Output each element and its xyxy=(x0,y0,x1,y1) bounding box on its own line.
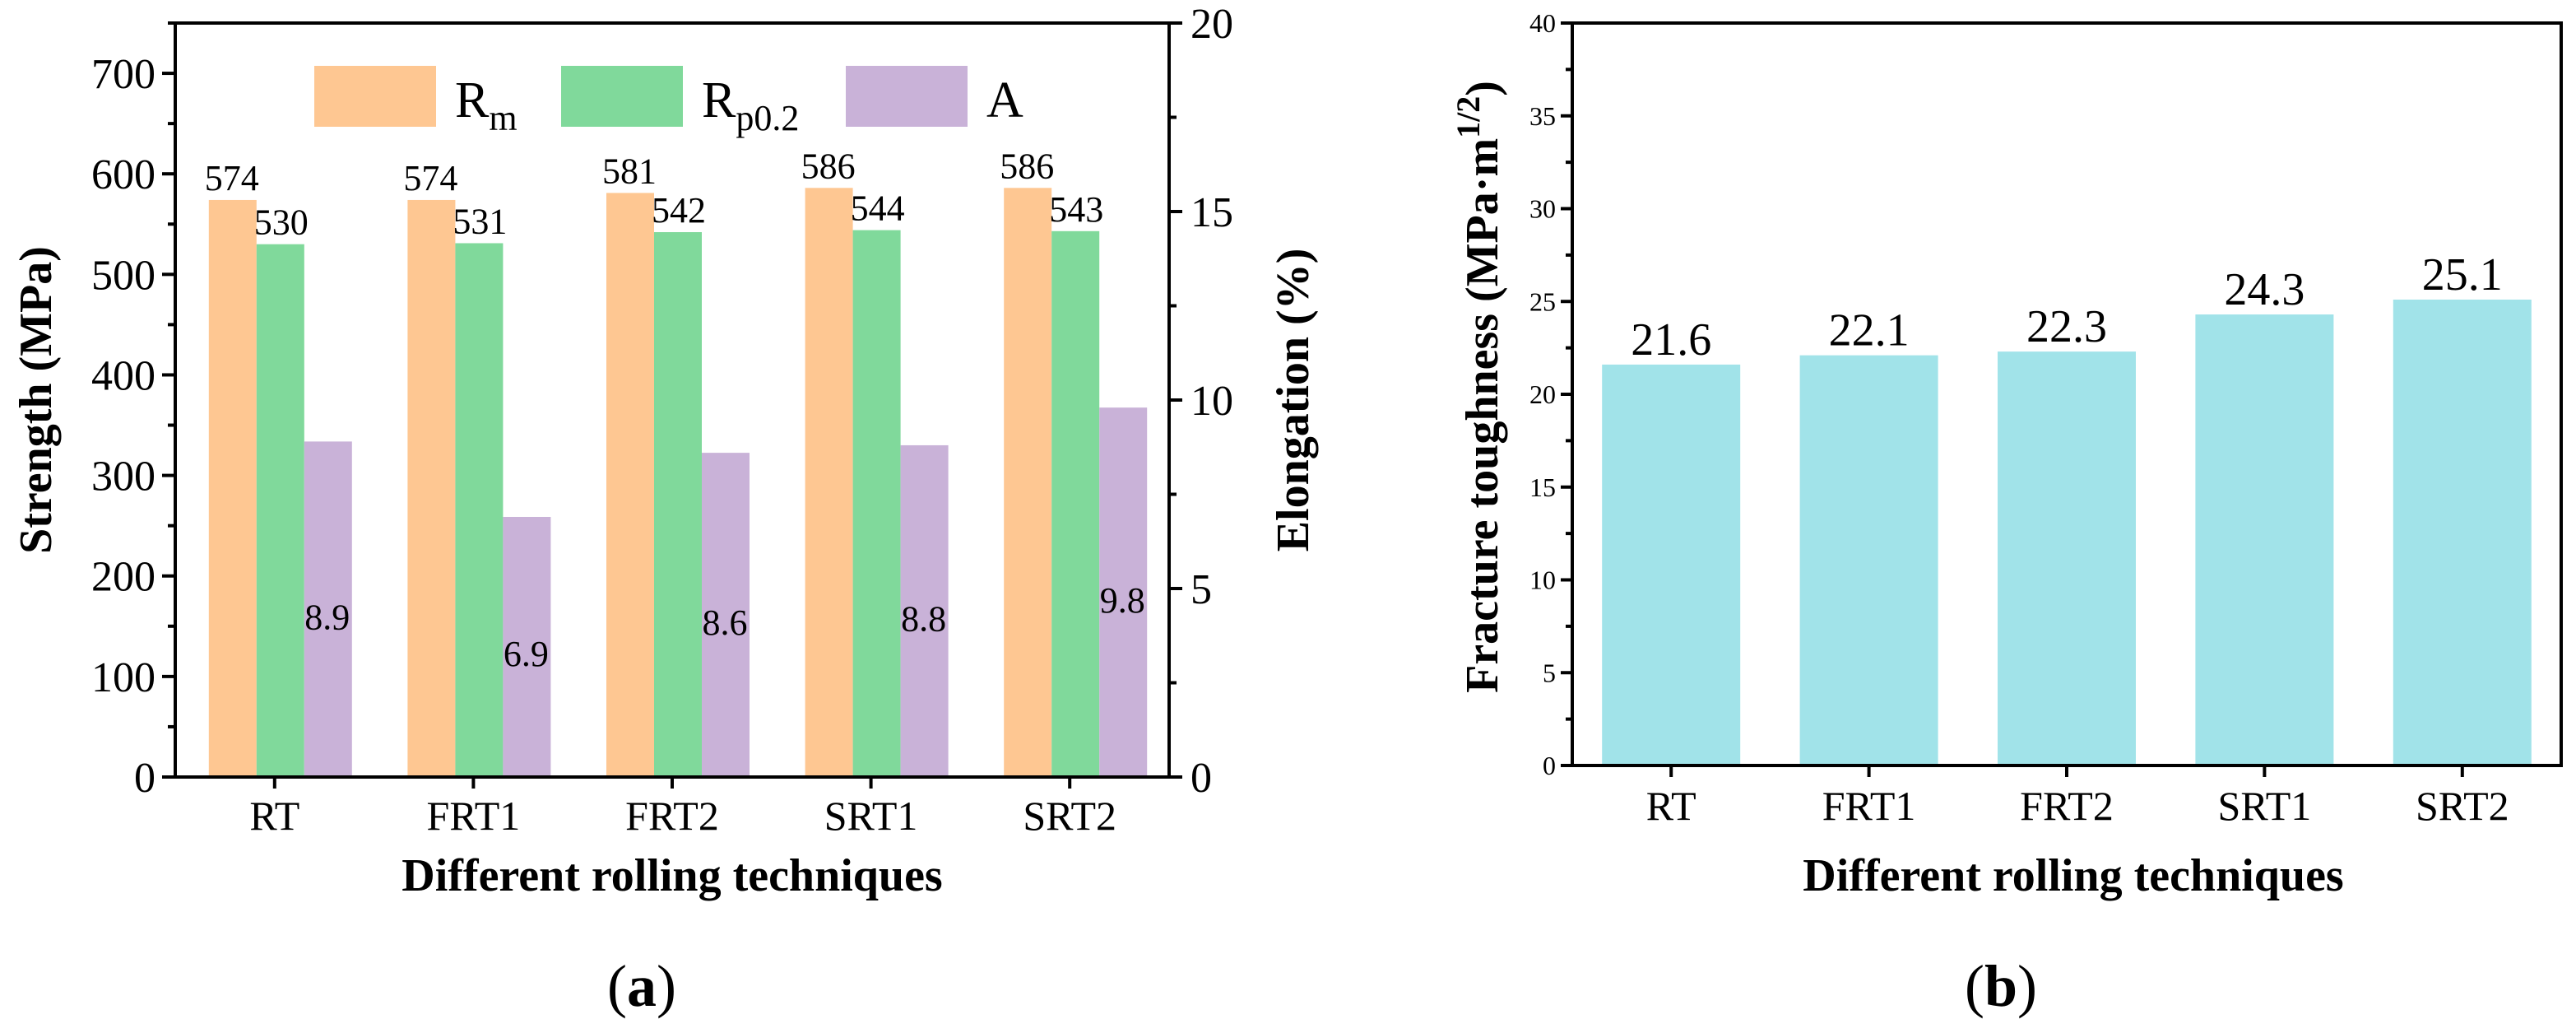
y-tick-label: 400 xyxy=(91,352,155,399)
data-label-a-srt1: 8.8 xyxy=(901,599,946,640)
panel-b-bars xyxy=(1602,299,2532,765)
panel-a-bars xyxy=(208,188,1148,778)
data-label-a-frt2: 8.6 xyxy=(703,603,748,643)
legend-label-rm: Rm xyxy=(455,72,518,138)
x-tick-label-srt2: SRT2 xyxy=(1023,793,1116,839)
y-tick-label: 100 xyxy=(91,654,155,701)
bar-rp0-2-srt2 xyxy=(1051,230,1100,777)
legend-swatch-rm xyxy=(314,66,436,127)
bar-a-srt1 xyxy=(900,444,949,777)
panel-b-bar-labels: 21.6 22.1 22.3 24.3 25.1 xyxy=(1631,249,2503,365)
y-tick-label: 600 xyxy=(91,151,155,198)
y-tick-label: 0 xyxy=(1543,751,1556,780)
data-label-rm-srt1: 586 xyxy=(801,146,856,186)
data-label-rp0-2-srt2: 543 xyxy=(1049,189,1103,230)
panel-b-x-axis-title: Different rolling techniques xyxy=(1803,850,2343,901)
bar-rp0-2-frt2 xyxy=(654,232,702,777)
panel-a-x-axis: RT FRT1 FRT2 SRT1 SRT2 xyxy=(249,777,1116,839)
bar-toughness-rt xyxy=(1602,364,1741,765)
y2-tick-label: 5 xyxy=(1191,566,1212,613)
data-label-rp0-2-frt2: 542 xyxy=(652,190,706,230)
legend-label-a: A xyxy=(986,72,1023,128)
data-label-a-rt: 8.9 xyxy=(304,597,350,637)
y-tick-label: 35 xyxy=(1529,101,1556,131)
data-label-rm-rt: 574 xyxy=(205,158,259,198)
data-label-a-srt2: 9.8 xyxy=(1100,580,1145,621)
panel-a-legend: Rm Rp0.2 A xyxy=(314,66,1023,138)
x-tick-label-rt: RT xyxy=(1646,783,1696,829)
bar-a-srt2 xyxy=(1099,407,1148,777)
bar-toughness-frt1 xyxy=(1799,355,1938,765)
panel-a-y2-axis-title: Elongation (%) xyxy=(1268,249,1319,552)
panel-b-y-axis: 0 5 10 15 20 25 30 35 40 xyxy=(1529,8,1572,780)
bar-a-frt2 xyxy=(702,453,750,777)
panel-a-y-axis-title: Strength (MPa) xyxy=(11,246,62,554)
panel-b-label: (b) xyxy=(1965,953,2037,1019)
bar-toughness-frt2 xyxy=(1998,351,2136,765)
bar-a-frt1 xyxy=(503,516,551,777)
bar-rp0-2-srt1 xyxy=(852,230,901,777)
x-tick-label-frt2: FRT2 xyxy=(625,793,719,839)
y-tick-label: 5 xyxy=(1543,658,1556,687)
y2-tick-label: 15 xyxy=(1191,189,1233,236)
y-tick-label: 700 xyxy=(91,51,155,98)
y-tick-label: 15 xyxy=(1529,472,1556,502)
bar-toughness-srt2 xyxy=(2393,299,2532,765)
y-tick-label: 0 xyxy=(134,755,155,802)
data-label-toughness-srt1: 24.3 xyxy=(2224,264,2304,315)
bar-rp0-2-rt xyxy=(256,244,304,777)
y-tick-label: 20 xyxy=(1529,379,1556,409)
data-label-toughness-frt2: 22.3 xyxy=(2026,301,2107,352)
panel-a-chart: 5745308.95745316.95815428.65865448.85865… xyxy=(11,1,1319,1019)
x-tick-label-frt1: FRT1 xyxy=(427,793,521,839)
bar-rp0-2-frt1 xyxy=(455,243,504,777)
panel-b-y-axis-title: Fracture toughness (MPa·m1/2) xyxy=(1450,81,1508,693)
panel-a-left-axis: 0 100 200 300 400 500 600 700 xyxy=(91,21,175,802)
data-label-rp0-2-srt1: 544 xyxy=(851,188,905,229)
panel-a-label: (a) xyxy=(607,953,676,1019)
data-label-toughness-rt: 21.6 xyxy=(1631,314,1711,365)
x-tick-label-srt2: SRT2 xyxy=(2416,783,2509,829)
y-tick-label: 300 xyxy=(91,454,155,500)
y-tick-label: 10 xyxy=(1529,565,1556,595)
panel-a-bar-labels: 5745308.95745316.95815428.65865448.85865… xyxy=(205,146,1145,674)
y2-tick-label: 10 xyxy=(1191,378,1233,425)
panel-a-right-axis: 0 5 10 15 20 xyxy=(1169,1,1233,802)
y2-tick-label: 0 xyxy=(1191,755,1212,802)
bar-toughness-srt1 xyxy=(2195,314,2334,765)
bar-rm-srt2 xyxy=(1004,188,1052,778)
data-label-rm-frt2: 581 xyxy=(602,151,657,191)
y-tick-label: 25 xyxy=(1529,286,1556,316)
data-label-rm-frt1: 574 xyxy=(403,158,457,198)
bar-rm-frt2 xyxy=(606,193,654,777)
x-tick-label-srt1: SRT1 xyxy=(824,793,918,839)
x-tick-label-srt1: SRT1 xyxy=(2218,783,2312,829)
bar-rm-frt1 xyxy=(407,199,456,778)
data-label-rp0-2-frt1: 531 xyxy=(453,201,507,241)
y-tick-label: 500 xyxy=(91,252,155,299)
data-label-a-frt1: 6.9 xyxy=(504,634,549,674)
y-tick-label: 40 xyxy=(1529,8,1556,38)
x-tick-label-frt1: FRT1 xyxy=(1822,783,1916,829)
legend-label-rp02: Rp0.2 xyxy=(702,72,799,138)
legend-swatch-a xyxy=(846,66,968,127)
bar-a-rt xyxy=(304,441,352,777)
data-label-toughness-frt1: 22.1 xyxy=(1829,305,1910,356)
panel-b-x-axis: RT FRT1 FRT2 SRT1 SRT2 xyxy=(1646,765,2509,829)
y2-tick-label: 20 xyxy=(1191,1,1233,48)
x-tick-label-frt2: FRT2 xyxy=(2020,783,2114,829)
panel-a-x-axis-title: Different rolling techniques xyxy=(401,850,942,901)
data-label-rp0-2-rt: 530 xyxy=(254,202,309,243)
x-tick-label-rt: RT xyxy=(249,793,299,839)
bar-rm-rt xyxy=(208,199,257,778)
panel-b-chart: 21.6 22.1 22.3 24.3 25.1 0 5 10 15 20 25 30 35 40 RT… xyxy=(1450,8,2563,1019)
legend-swatch-rp02 xyxy=(561,66,683,127)
data-label-toughness-srt2: 25.1 xyxy=(2422,249,2503,300)
data-label-rm-srt2: 586 xyxy=(1000,146,1054,186)
y-tick-label: 200 xyxy=(91,554,155,601)
y-tick-label: 30 xyxy=(1529,194,1556,224)
bar-rm-srt1 xyxy=(805,188,853,778)
